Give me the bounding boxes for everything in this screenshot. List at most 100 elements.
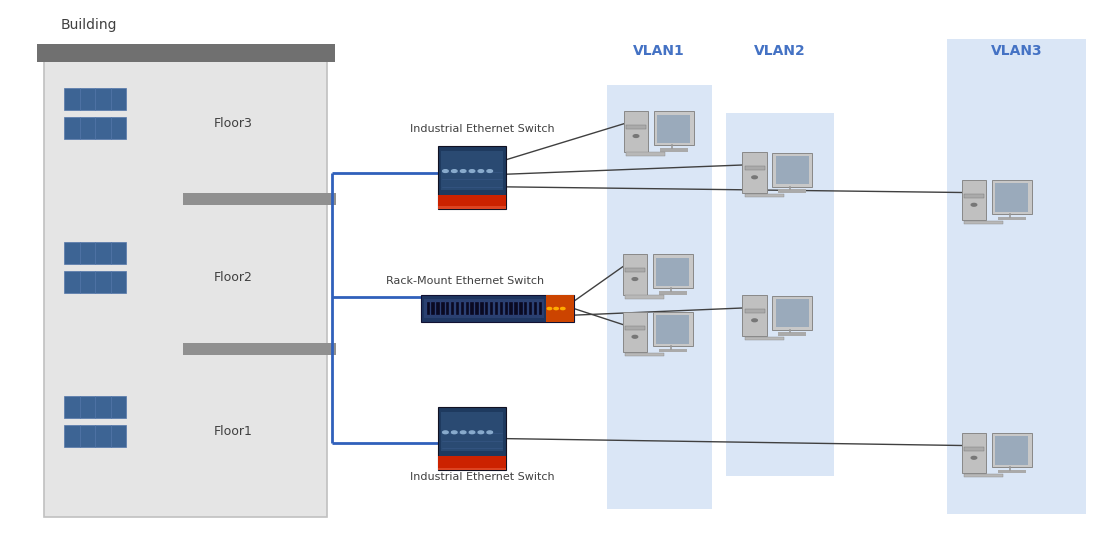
Bar	[742, 152, 767, 193]
Bar	[745, 166, 765, 170]
Bar	[659, 148, 688, 152]
Bar	[995, 183, 1028, 212]
Text: Building: Building	[61, 18, 117, 32]
Bar	[529, 302, 532, 315]
Circle shape	[443, 169, 448, 172]
Circle shape	[486, 431, 492, 433]
Bar	[776, 156, 809, 184]
Bar	[947, 39, 1086, 514]
Text: VLAN3: VLAN3	[992, 44, 1043, 58]
Bar	[745, 194, 783, 197]
Bar	[534, 302, 537, 315]
Bar	[778, 189, 807, 193]
Bar	[64, 271, 126, 293]
Circle shape	[554, 307, 558, 310]
Circle shape	[634, 135, 639, 138]
Bar	[510, 302, 513, 315]
Bar	[64, 117, 126, 139]
Circle shape	[547, 307, 552, 310]
Circle shape	[470, 431, 475, 433]
Bar	[658, 291, 687, 295]
Bar	[625, 353, 664, 356]
Bar	[997, 470, 1026, 473]
Circle shape	[452, 169, 458, 172]
Bar	[438, 146, 506, 209]
Circle shape	[752, 176, 758, 179]
Bar	[438, 456, 506, 470]
Bar	[441, 412, 503, 451]
Circle shape	[561, 307, 565, 310]
Bar	[500, 302, 503, 315]
Bar	[964, 474, 1003, 477]
Bar	[441, 151, 503, 190]
Bar	[607, 85, 712, 509]
Bar	[626, 152, 665, 156]
Bar	[427, 302, 430, 315]
Bar	[623, 311, 647, 353]
Bar	[992, 433, 1032, 467]
Bar	[37, 44, 335, 62]
Bar	[742, 295, 767, 336]
Bar	[438, 195, 506, 209]
Bar	[546, 295, 574, 322]
Bar	[745, 337, 783, 340]
Text: Floor3: Floor3	[214, 117, 253, 130]
Circle shape	[633, 278, 638, 280]
Bar	[495, 302, 499, 315]
Bar	[183, 343, 336, 355]
Bar	[524, 302, 527, 315]
Circle shape	[486, 169, 492, 172]
Bar	[964, 447, 984, 451]
Bar	[438, 206, 506, 209]
Text: Rack-Mount Ethernet Switch: Rack-Mount Ethernet Switch	[386, 276, 544, 285]
Bar	[461, 302, 464, 315]
Bar	[772, 295, 812, 329]
Bar	[992, 180, 1032, 214]
Bar	[658, 349, 687, 353]
Bar	[471, 302, 474, 315]
Bar	[653, 254, 692, 288]
Text: VLAN1: VLAN1	[634, 44, 685, 58]
Bar	[485, 302, 489, 315]
Bar	[776, 299, 809, 327]
Bar	[480, 302, 483, 315]
Bar	[654, 111, 694, 145]
Text: Floor1: Floor1	[214, 425, 253, 438]
Bar	[772, 152, 812, 186]
Bar	[183, 192, 336, 205]
Bar	[64, 425, 126, 447]
Bar	[653, 312, 692, 346]
Bar	[726, 113, 834, 476]
Bar	[626, 125, 646, 129]
Text: Industrial Ethernet Switch: Industrial Ethernet Switch	[410, 472, 555, 482]
Bar	[964, 221, 1003, 224]
Bar	[438, 407, 506, 470]
Bar	[465, 302, 469, 315]
Circle shape	[972, 204, 977, 206]
Circle shape	[461, 169, 466, 172]
Bar	[64, 88, 126, 110]
Bar	[437, 302, 440, 315]
Bar	[656, 315, 689, 344]
Circle shape	[972, 456, 977, 459]
Bar	[962, 179, 986, 221]
Bar	[624, 111, 648, 152]
Bar	[44, 47, 327, 517]
Bar	[424, 299, 544, 318]
Bar	[625, 295, 664, 299]
Circle shape	[752, 319, 758, 322]
Bar	[520, 302, 523, 315]
Bar	[962, 432, 986, 473]
Circle shape	[479, 169, 484, 172]
Bar	[64, 396, 126, 418]
Text: VLAN2: VLAN2	[755, 44, 806, 58]
Bar	[964, 194, 984, 198]
Bar	[441, 302, 444, 315]
Text: Floor2: Floor2	[214, 271, 253, 284]
Bar	[447, 302, 450, 315]
Bar	[514, 302, 517, 315]
Bar	[657, 114, 690, 143]
Circle shape	[470, 169, 475, 172]
Bar	[455, 302, 459, 315]
Bar	[438, 468, 506, 470]
